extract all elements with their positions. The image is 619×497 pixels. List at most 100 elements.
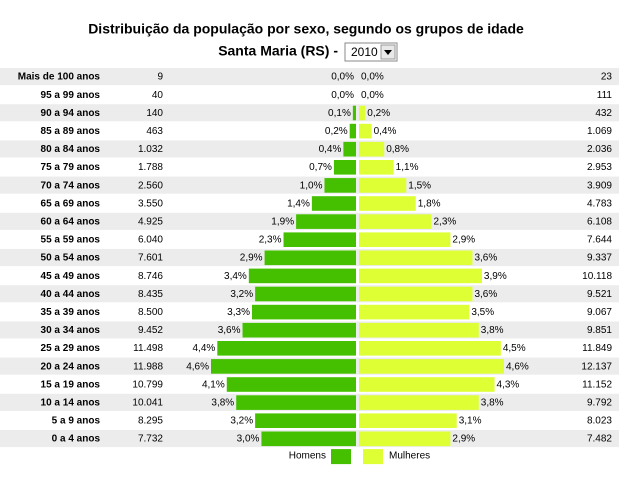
female-bar	[359, 160, 394, 175]
male-count: 7.601	[138, 253, 163, 264]
male-count: 8.435	[138, 289, 163, 300]
female-percent: 3,1%	[459, 416, 482, 427]
female-percent: 3,6%	[474, 289, 497, 300]
male-count: 8.295	[138, 416, 163, 427]
male-percent: 1,9%	[271, 216, 294, 227]
male-bar	[255, 286, 356, 302]
age-label: Mais de 100 anos	[18, 72, 101, 83]
female-bar	[359, 196, 416, 211]
female-bar	[359, 322, 479, 338]
age-label: 10 a 14 anos	[41, 397, 101, 408]
female-count: 23	[601, 72, 613, 83]
male-bar	[352, 105, 356, 121]
female-percent: 2,9%	[452, 434, 475, 445]
age-label: 45 a 49 anos	[41, 271, 101, 282]
legend-label: Homens	[289, 451, 326, 462]
male-bar	[242, 322, 356, 338]
female-count: 111	[597, 90, 613, 101]
row-background	[0, 104, 619, 122]
male-bar	[324, 178, 356, 193]
female-count: 9.337	[587, 253, 612, 264]
row-background	[0, 176, 619, 194]
age-label: 40 a 44 anos	[41, 289, 101, 300]
age-label: 55 a 59 anos	[41, 235, 101, 246]
male-count: 9	[157, 72, 163, 83]
female-bar	[359, 232, 451, 247]
age-label: 50 a 54 anos	[41, 253, 101, 264]
female-count: 7.644	[587, 235, 612, 246]
female-percent: 0,2%	[367, 108, 390, 119]
female-bar	[359, 141, 385, 157]
male-count: 11.988	[133, 361, 163, 372]
female-bar	[359, 395, 479, 410]
female-percent: 0,0%	[361, 90, 384, 101]
female-percent: 4,5%	[503, 343, 526, 354]
age-label: 95 a 99 anos	[41, 90, 101, 101]
female-bar	[359, 250, 473, 266]
male-percent: 3,2%	[230, 289, 253, 300]
male-count: 1.788	[138, 162, 163, 173]
male-percent: 0,0%	[331, 90, 354, 101]
female-bar	[359, 105, 366, 121]
male-count: 11.498	[133, 343, 163, 354]
female-count: 10.118	[582, 271, 612, 282]
male-percent: 3,6%	[218, 325, 241, 336]
female-bar	[359, 431, 451, 447]
female-count: 2.953	[587, 162, 612, 173]
age-label: 65 a 69 anos	[41, 198, 101, 209]
female-percent: 3,5%	[471, 307, 494, 318]
age-label: 5 a 9 anos	[52, 416, 101, 427]
female-percent: 3,9%	[484, 271, 507, 282]
male-bar	[333, 160, 356, 175]
female-bar	[359, 214, 432, 229]
male-percent: 2,9%	[240, 253, 263, 264]
male-bar	[311, 196, 356, 211]
male-bar	[251, 304, 356, 320]
female-bar	[359, 413, 457, 428]
female-count: 2.036	[587, 144, 612, 155]
female-percent: 2,3%	[434, 216, 457, 227]
male-percent: 1,4%	[287, 198, 310, 209]
male-percent: 0,0%	[331, 72, 354, 83]
select-value[interactable]: 2010	[351, 45, 378, 59]
female-count: 9.067	[587, 307, 612, 318]
male-bar	[255, 413, 356, 428]
female-percent: 0,4%	[374, 126, 397, 137]
female-percent: 1,8%	[418, 198, 441, 209]
year-select[interactable]: 2010	[344, 42, 398, 62]
male-bar	[343, 141, 356, 157]
legend-label: Mulheres	[389, 451, 430, 462]
male-bar	[248, 268, 356, 284]
male-bar	[226, 377, 356, 392]
chart-subtitle: Santa Maria (RS) -	[218, 43, 338, 59]
male-count: 10.799	[132, 379, 163, 390]
select-arrow[interactable]	[384, 50, 392, 55]
age-label: 90 a 94 anos	[41, 108, 101, 119]
female-count: 6.108	[587, 216, 612, 227]
age-label: 35 a 39 anos	[41, 307, 101, 318]
female-percent: 0,0%	[361, 72, 384, 83]
age-label: 0 a 4 anos	[52, 434, 101, 445]
male-bar	[264, 250, 356, 266]
male-count: 9.452	[138, 325, 163, 336]
female-count: 12.137	[581, 361, 612, 372]
female-count: 432	[595, 108, 612, 119]
female-count: 9.792	[587, 397, 612, 408]
male-count: 8.746	[138, 271, 163, 282]
female-percent: 4,3%	[497, 379, 520, 390]
female-count: 4.783	[587, 198, 612, 209]
male-percent: 4,6%	[186, 361, 209, 372]
row-background	[0, 140, 619, 158]
male-count: 1.032	[138, 144, 163, 155]
female-percent: 3,6%	[474, 253, 497, 264]
male-bar	[211, 359, 356, 374]
female-percent: 0,8%	[386, 144, 409, 155]
age-label: 85 a 89 anos	[41, 126, 101, 137]
legend-swatch	[331, 449, 351, 465]
male-bar	[217, 341, 356, 356]
male-count: 8.500	[138, 307, 163, 318]
female-bar	[359, 286, 473, 302]
male-percent: 4,1%	[202, 379, 225, 390]
male-count: 40	[152, 90, 164, 101]
age-label: 25 a 29 anos	[41, 343, 101, 354]
